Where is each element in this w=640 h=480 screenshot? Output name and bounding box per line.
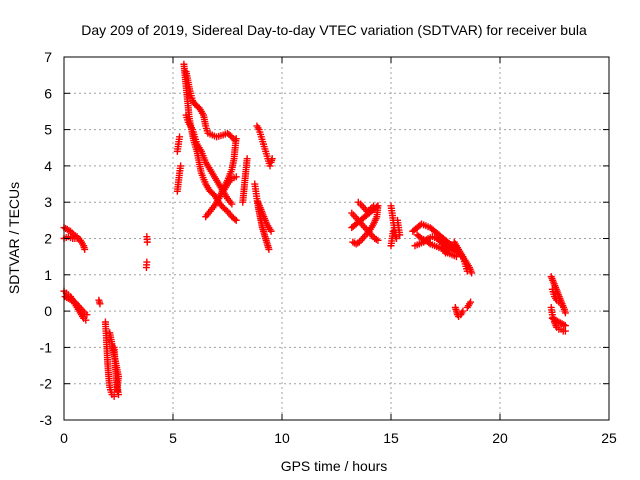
data-point <box>243 155 251 163</box>
data-point <box>176 133 184 141</box>
data-point <box>416 233 424 241</box>
data-point <box>468 269 476 277</box>
data-point <box>232 173 240 181</box>
y-tick-label: 7 <box>44 49 52 65</box>
y-tick-label: -3 <box>40 412 53 428</box>
grid-lines <box>64 57 609 420</box>
data-point <box>425 239 433 247</box>
y-tick-label: 3 <box>44 194 52 210</box>
data-point <box>561 309 569 317</box>
data-point <box>389 227 397 235</box>
data-point <box>81 245 89 253</box>
data-point <box>265 245 273 253</box>
data-point <box>232 135 240 143</box>
data-point <box>143 258 151 266</box>
x-tick-label: 0 <box>60 430 68 446</box>
data-point <box>267 227 275 235</box>
data-point <box>73 235 81 242</box>
data-point <box>266 162 274 170</box>
data-point <box>96 300 104 308</box>
data-point <box>442 249 449 257</box>
data-point <box>268 155 276 163</box>
y-tick-label: 2 <box>44 231 52 247</box>
data-point <box>396 231 404 239</box>
data-point <box>374 236 382 244</box>
y-tick-label: 1 <box>44 267 52 283</box>
x-tick-label: 5 <box>169 430 177 446</box>
data-point <box>113 387 121 395</box>
data-point <box>452 253 460 261</box>
data-point <box>82 316 90 324</box>
y-tick-label: 6 <box>44 85 52 101</box>
data-point <box>561 322 569 330</box>
data-point <box>557 300 565 308</box>
data-point <box>143 238 151 246</box>
data-point <box>459 307 467 315</box>
x-tick-label: 25 <box>601 430 617 446</box>
data-point <box>115 391 122 399</box>
y-tick-label: -1 <box>40 339 53 355</box>
y-tick-label: -2 <box>40 376 53 392</box>
data-point <box>177 162 185 170</box>
data-point <box>463 267 471 275</box>
data-points <box>60 60 569 400</box>
data-point <box>444 244 452 252</box>
data-point <box>228 200 236 208</box>
y-tick-label: 4 <box>44 158 52 174</box>
data-point <box>83 311 91 319</box>
y-tick-label: 0 <box>44 303 52 319</box>
data-point <box>370 202 378 210</box>
x-tick-label: 15 <box>383 430 399 446</box>
y-axis-label: SDTVAR / TECUs <box>6 182 22 294</box>
data-point <box>467 298 475 306</box>
data-point <box>110 392 118 400</box>
data-point <box>232 216 240 224</box>
axis-ticks: 0 5 10 15 20 25 -3 -2 -1 0 1 2 3 4 5 6 7 <box>40 49 617 446</box>
x-axis-label: GPS time / hours <box>281 458 388 474</box>
x-tick-label: 10 <box>274 430 290 446</box>
y-tick-label: 5 <box>44 122 52 138</box>
x-tick-label: 20 <box>492 430 508 446</box>
chart-title: Day 209 of 2019, Sidereal Day-to-day VTE… <box>81 22 587 38</box>
data-point <box>231 215 239 223</box>
